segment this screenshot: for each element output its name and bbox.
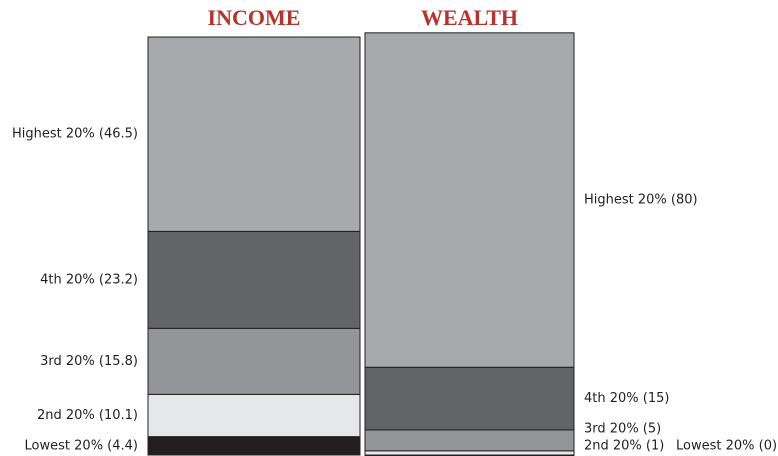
segment-label: 4th 20% (23.2) bbox=[40, 272, 138, 287]
bar-segment bbox=[147, 327, 361, 395]
bar-segment bbox=[364, 366, 575, 431]
segment-label: Highest 20% (80) bbox=[584, 193, 698, 208]
segment-label: Lowest 20% (4.4) bbox=[25, 439, 138, 454]
bar-title: INCOME bbox=[208, 5, 301, 30]
segment-label: 2nd 20% (10.1) bbox=[37, 408, 138, 423]
bar-segment bbox=[147, 393, 361, 438]
segment-label: 3rd 20% (5) bbox=[584, 422, 661, 437]
bar-segment bbox=[147, 436, 361, 456]
bar-title: WEALTH bbox=[421, 5, 518, 30]
bar-segment bbox=[364, 450, 575, 456]
segment-label: 3rd 20% (15.8) bbox=[40, 354, 138, 369]
bar-segment bbox=[147, 230, 361, 329]
bar-segment bbox=[364, 32, 575, 368]
bar-segment bbox=[364, 429, 575, 452]
segment-label: 2nd 20% (1) bbox=[584, 439, 664, 454]
segment-label: Highest 20% (46.5) bbox=[12, 127, 138, 142]
segment-label: 4th 20% (15) bbox=[584, 391, 669, 406]
bar-segment bbox=[147, 36, 361, 232]
segment-label: Lowest 20% (0) bbox=[676, 439, 777, 454]
